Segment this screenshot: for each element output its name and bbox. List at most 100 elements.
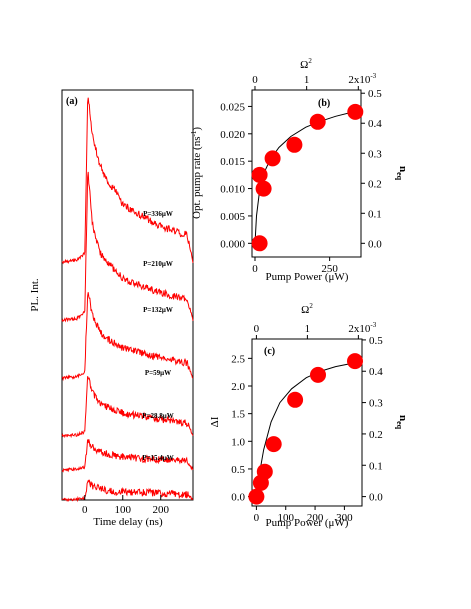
top-tick-label: 0 — [254, 323, 260, 335]
data-point — [310, 366, 326, 383]
y-right-tick-label: 0.2 — [368, 178, 382, 190]
y-right-tick-label: 0.3 — [368, 148, 382, 160]
trace-label: P=132μW — [143, 306, 173, 314]
panel-b-ylabel-right: neq — [395, 166, 409, 181]
panel-c-ylabel-right-sub: eq — [395, 421, 404, 430]
panel-b-letter: (b) — [318, 98, 330, 109]
trace-label: P=336μW — [143, 210, 173, 218]
panel-b-ylabel: Opt. pump rate (ns-1) — [190, 127, 203, 219]
panel-c-plot — [248, 353, 363, 505]
panel-a-frame — [61, 89, 194, 501]
trace-line — [61, 376, 194, 439]
panel-c-top-label: Ω2 — [301, 302, 313, 316]
panel-c-top-label-sup: 2 — [309, 302, 313, 310]
panel-c-letter: (c) — [264, 346, 275, 357]
y-tick-label: 0.5 — [231, 464, 245, 476]
panel-b-ylabel-text: Opt. pump rate (ns — [191, 137, 203, 219]
y-tick-label: 0.025 — [220, 101, 245, 113]
trace-line — [61, 171, 194, 323]
top-tick-exponent: -3 — [370, 321, 376, 329]
y-tick-label: 0.010 — [220, 184, 245, 196]
data-point — [287, 391, 304, 408]
trace-line — [61, 97, 194, 265]
top-tick-label: 2x10-3 — [348, 321, 376, 335]
panel-a-xticks: 0 100 200 — [82, 495, 169, 516]
y-right-tick-label: 0.4 — [368, 118, 382, 130]
fit-curve — [255, 362, 356, 497]
panel-c-xlabel: Pump Power (μW) — [266, 517, 349, 529]
top-tick-exponent: -3 — [370, 72, 376, 80]
y-tick-label: 0.015 — [220, 156, 245, 168]
x-tick-label: 300 — [336, 512, 353, 524]
panel-b-ylabel-sup: -1 — [190, 130, 198, 136]
panel-b-xlabel: Pump Power (μW) — [266, 271, 349, 283]
data-point — [309, 113, 326, 130]
y-right-tick-label: 0.2 — [369, 429, 383, 441]
panel-b-top-label: Ω2 — [300, 57, 312, 71]
panel-a-xlabel: Time delay (ns) — [93, 516, 163, 528]
data-point — [265, 436, 282, 453]
top-tick-label: 1 — [304, 74, 310, 86]
y-tick-label: 0.000 — [220, 238, 245, 250]
y-right-tick-label: 0.1 — [368, 208, 382, 220]
data-point — [264, 150, 281, 167]
panel-c-ylabel: ΔI — [209, 416, 221, 427]
x-tick-label: 0 — [254, 512, 260, 524]
panel-b-axes: 0.000 0.005 0.010 0.015 0.020 0.025 0.0 0.1 0.2 0… — [220, 72, 382, 275]
panel-c-axes: 0.0 0.5 1.0 1.5 2.0 2.5 0.0 0.1 0.2 0.3 0.4 0.5 0 100… — [231, 321, 383, 524]
panel-a-letter: (a) — [66, 96, 78, 107]
y-right-tick-label: 0.5 — [369, 335, 383, 347]
panel-a-ylabel: PL. Int. — [29, 278, 41, 312]
x-tick-label: 200 — [307, 512, 324, 524]
data-point — [248, 488, 265, 505]
y-right-tick-label: 0.0 — [369, 492, 383, 504]
panel-b: (b) Opt. pump rate (ns-1) neq Pump Power… — [190, 57, 409, 283]
y-tick-label: 1.0 — [231, 436, 245, 448]
y-right-tick-label: 0.0 — [368, 238, 382, 250]
panel-c-ylabel-right: neq — [395, 415, 409, 430]
x-tick-label: 200 — [152, 504, 169, 516]
x-tick-label: 100 — [277, 512, 294, 524]
panel-b-top-label-sup: 2 — [308, 57, 312, 65]
y-tick-label: 1.5 — [231, 409, 245, 421]
data-point — [256, 463, 273, 480]
panel-a-traces: P=336μW P=210μW P=132μW P=59μW P=28.8μW P=15.… — [61, 97, 194, 503]
y-tick-label: 2.5 — [231, 353, 245, 365]
x-tick-label: 250 — [321, 263, 338, 275]
top-tick-label: 1 — [305, 323, 311, 335]
data-point — [255, 180, 272, 197]
trace-line — [61, 292, 194, 382]
trace-label: P=15.4μW — [142, 454, 173, 462]
panel-b-top-label-main: Ω — [300, 59, 308, 71]
y-right-tick-label: 0.3 — [369, 398, 383, 410]
trace-line — [61, 439, 194, 473]
panel-b-ylabel-end: ) — [191, 127, 203, 131]
y-tick-label: 2.0 — [231, 381, 245, 393]
panel-b-plot — [251, 103, 364, 252]
data-point — [286, 136, 303, 153]
data-point — [251, 166, 268, 183]
trace-label: P=210μW — [143, 260, 173, 268]
panel-c: (c) ΔI neq Pump Power (μW) Ω2 0.0 0.5 1.0 1… — [209, 302, 409, 529]
y-right-tick-label: 0.1 — [369, 460, 383, 472]
y-tick-label: 0.005 — [220, 211, 245, 223]
panel-b-ylabel-right-sub: eq — [395, 172, 404, 181]
trace-label: P=28.8μW — [142, 412, 173, 420]
panel-c-top-label-main: Ω — [301, 304, 309, 316]
panel-b-frame — [251, 89, 362, 258]
y-right-tick-label: 0.4 — [369, 366, 383, 378]
panel-a: (a) PL. Int. Time delay (ns) P=336μW P=21… — [29, 89, 194, 528]
trace-label: P=59μW — [145, 369, 171, 377]
data-point — [347, 103, 364, 120]
data-point — [251, 235, 268, 252]
top-tick-label: 0 — [252, 74, 258, 86]
top-tick-label: 2x10-3 — [348, 72, 376, 86]
y-tick-label: 0.0 — [231, 492, 245, 504]
x-tick-label: 0 — [252, 263, 258, 275]
panel-c-ylabel-right-main: n — [397, 415, 409, 421]
y-tick-label: 0.020 — [220, 129, 245, 141]
x-tick-label: 0 — [82, 504, 88, 516]
y-right-tick-label: 0.5 — [368, 88, 382, 100]
fit-curve — [254, 110, 356, 244]
